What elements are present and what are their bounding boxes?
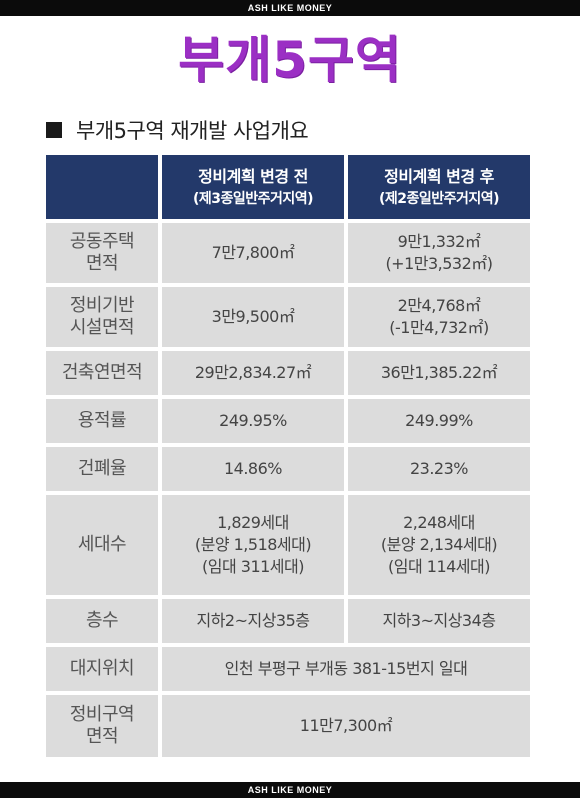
after-value: 9만1,332㎡ (+1만3,532㎡)	[348, 223, 530, 283]
after-value: 2만4,768㎡ (-1만4,732㎡)	[348, 287, 530, 347]
row-label: 용적률	[46, 399, 158, 443]
before-value: 3만9,500㎡	[162, 287, 344, 347]
table-row: 층수 지하2~지상35층 지하3~지상34층	[46, 599, 530, 643]
row-label: 층수	[46, 599, 158, 643]
header-before-change: 정비계획 변경 전 (제3종일반주거지역)	[162, 155, 344, 219]
before-value: 29만2,834.27㎡	[162, 351, 344, 395]
before-value: 7만7,800㎡	[162, 223, 344, 283]
table-row: 대지위치 인천 부평구 부개동 381-15번지 일대	[46, 647, 530, 691]
project-overview-table: 정비계획 변경 전 (제3종일반주거지역) 정비계획 변경 후 (제2종일반주거…	[46, 155, 530, 757]
before-value: 지하2~지상35층	[162, 599, 344, 643]
bottom-brand-bar: ASH LIKE MONEY	[0, 782, 580, 798]
row-label: 대지위치	[46, 647, 158, 691]
after-value: 2,248세대 (분양 2,134세대) (임대 114세대)	[348, 495, 530, 595]
table-row: 용적률 249.95% 249.99%	[46, 399, 530, 443]
row-label: 정비기반 시설면적	[46, 287, 158, 347]
before-value: 14.86%	[162, 447, 344, 491]
header-after-change: 정비계획 변경 후 (제2종일반주거지역)	[348, 155, 530, 219]
after-value: 23.23%	[348, 447, 530, 491]
row-label: 건폐율	[46, 447, 158, 491]
section-heading: 부개5구역 재개발 사업개요	[46, 112, 309, 148]
after-value: 지하3~지상34층	[348, 599, 530, 643]
row-label: 정비구역 면적	[46, 695, 158, 757]
table-row: 건축연면적 29만2,834.27㎡ 36만1,385.22㎡	[46, 351, 530, 395]
table-row: 정비기반 시설면적 3만9,500㎡ 2만4,768㎡ (-1만4,732㎡)	[46, 287, 530, 347]
header-corner-cell	[46, 155, 158, 219]
square-bullet-icon	[46, 122, 62, 138]
before-value: 249.95%	[162, 399, 344, 443]
merged-value: 11만7,300㎡	[162, 695, 530, 757]
after-value: 36만1,385.22㎡	[348, 351, 530, 395]
table-row: 공동주택 면적 7만7,800㎡ 9만1,332㎡ (+1만3,532㎡)	[46, 223, 530, 283]
table-row: 정비구역 면적 11만7,300㎡	[46, 695, 530, 757]
section-heading-text: 부개5구역 재개발 사업개요	[76, 119, 309, 143]
row-label: 건축연면적	[46, 351, 158, 395]
merged-value: 인천 부평구 부개동 381-15번지 일대	[162, 647, 530, 691]
after-value: 249.99%	[348, 399, 530, 443]
row-label: 공동주택 면적	[46, 223, 158, 283]
table-row: 건폐율 14.86% 23.23%	[46, 447, 530, 491]
row-label: 세대수	[46, 495, 158, 595]
page-title: 부개5구역	[178, 31, 402, 89]
table-row: 세대수 1,829세대 (분양 1,518세대) (임대 311세대) 2,24…	[46, 495, 530, 595]
top-brand-bar: ASH LIKE MONEY	[0, 0, 580, 16]
before-value: 1,829세대 (분양 1,518세대) (임대 311세대)	[162, 495, 344, 595]
table-header-row: 정비계획 변경 전 (제3종일반주거지역) 정비계획 변경 후 (제2종일반주거…	[46, 155, 530, 219]
